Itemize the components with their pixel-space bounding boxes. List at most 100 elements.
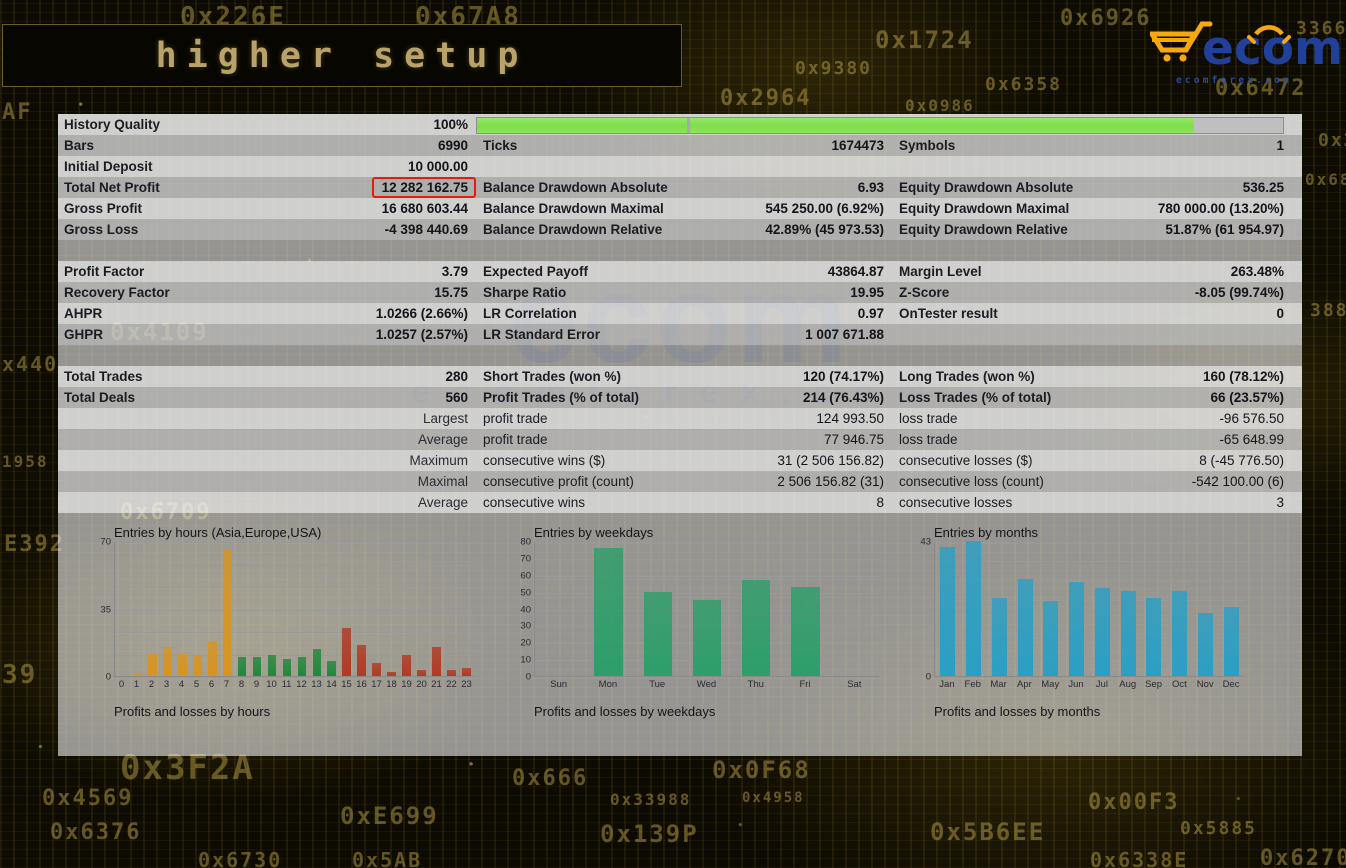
stats-cell-right: Long Trades (won %) 160 (78.12%) <box>892 369 1292 384</box>
stats-value: -65 648.99 <box>1219 432 1284 447</box>
stats-value: 16 680 603.44 <box>381 201 468 216</box>
chart-y-tick: 70 <box>100 536 111 548</box>
chart-x-tick: 18 <box>386 679 397 690</box>
banner-title: higher setup <box>155 35 529 76</box>
chart-gridline <box>935 561 1244 563</box>
chart-bar <box>1017 578 1033 676</box>
chart-bar-slot <box>309 542 324 676</box>
stats-label: consecutive losses ($) <box>899 453 1033 468</box>
stats-value: 560 <box>445 390 468 405</box>
stats-cell-right: Equity Drawdown Maximal 780 000.00 (13.20… <box>892 201 1292 216</box>
chart-bar-slot <box>145 542 160 676</box>
stats-value: 19.95 <box>850 285 884 300</box>
hex-decoration: 0x139P <box>600 820 699 848</box>
chart-x-tick: 15 <box>341 679 352 690</box>
stats-label: Total Trades <box>64 369 143 384</box>
chart-bar-slot <box>265 542 280 676</box>
stats-label: Long Trades (won %) <box>899 369 1035 384</box>
chart-bar-slot <box>444 542 459 676</box>
chart-x-tick: 2 <box>148 679 155 690</box>
chart-bar-slot <box>175 542 190 676</box>
chart-gridline <box>935 580 1244 582</box>
stats-cell-right: loss trade -65 648.99 <box>892 432 1292 447</box>
stats-cell-middle: consecutive profit (count) 2 506 156.82 (… <box>476 474 892 489</box>
stats-label: profit trade <box>483 411 548 426</box>
chart-bar <box>791 586 820 676</box>
chart-bar <box>447 670 456 676</box>
chart-bar <box>312 649 322 676</box>
stats-label: Equity Drawdown Absolute <box>899 180 1074 195</box>
hex-decoration: 0x6868 <box>1305 170 1346 189</box>
chart-gridline <box>115 654 474 656</box>
chart-bar-slot <box>459 542 474 676</box>
chart-bar-slot <box>399 542 414 676</box>
stats-cell-right: Margin Level 263.48% <box>892 264 1292 279</box>
chart-bar <box>417 670 426 676</box>
chart-bar-slot <box>1115 542 1141 676</box>
stats-row-label: Average <box>417 495 468 510</box>
hex-decoration: AF <box>2 100 33 125</box>
chart-bar <box>222 548 232 676</box>
hex-decoration: 39 <box>2 660 38 690</box>
chart-gridline <box>535 677 879 678</box>
chart-x-tick: 0 <box>118 679 125 690</box>
hex-decoration: 388 <box>1310 300 1346 321</box>
stats-cell-middle: LR Standard Error 1 007 671.88 <box>476 327 892 342</box>
chart-bar <box>966 541 982 676</box>
stats-label: Total Deals <box>64 390 136 405</box>
stats-value: 263.48% <box>1230 264 1284 279</box>
chart-x-tick: Sep <box>1145 679 1162 690</box>
stats-cell-right: Equity Drawdown Relative 51.87% (61 954.9… <box>892 222 1292 237</box>
stats-label: Gross Profit <box>64 201 143 216</box>
hex-decoration: 0x6376 <box>50 820 142 845</box>
stats-row: Maximal consecutive profit (count) 2 506 1… <box>58 471 1302 492</box>
stats-row: GHPR 1.0257 (2.57%) LR Standard Error 1 007… <box>58 324 1302 345</box>
chart-bars <box>535 542 879 676</box>
chart-title: Entries by weekdays <box>534 525 654 540</box>
chart-bar-slot <box>384 542 399 676</box>
stats-cell-middle: profit trade 124 993.50 <box>476 411 892 426</box>
hex-decoration: 0x4958 <box>742 790 805 806</box>
stats-cell-left: Maximal <box>58 474 476 489</box>
chart-weekdays: Entries by weekdays 0 10 20 30 40 50 60 70 80 Sun M… <box>482 525 882 719</box>
stats-value: 1.0266 (2.66%) <box>375 306 468 321</box>
chart-bar <box>1223 606 1239 676</box>
chart-bar-slot <box>429 542 444 676</box>
stats-value: 214 (76.43%) <box>802 390 884 405</box>
stats-cell-left: Initial Deposit 10 000.00 <box>58 159 476 174</box>
stats-value: 1 <box>1276 138 1284 153</box>
chart-gridline <box>115 587 474 588</box>
chart-x-tick: Jul <box>1095 679 1108 690</box>
chart-bar <box>462 668 471 676</box>
stats-value: 545 250.00 (6.92%) <box>765 201 884 216</box>
stats-cell-right: OnTester result 0 <box>892 306 1292 321</box>
chart-bar-slot <box>961 541 987 676</box>
chart-x-tick: Feb <box>964 679 981 690</box>
stats-label: LR Correlation <box>483 306 577 321</box>
chart-bar <box>1120 591 1136 676</box>
stats-label: consecutive wins ($) <box>483 453 606 468</box>
logo-tagline: ecomforex.com <box>1176 75 1292 86</box>
chart-bar <box>1197 613 1213 676</box>
chart-bar-slot <box>190 542 205 676</box>
stats-label: Margin Level <box>899 264 982 279</box>
chart-x-tick: 8 <box>238 679 245 690</box>
chart-bar-slot <box>633 542 682 676</box>
chart-x-tick: Wed <box>696 679 717 690</box>
chart-x-tick: 20 <box>416 679 427 690</box>
stats-label: Balance Drawdown Absolute <box>483 180 668 195</box>
chart-y-tick: 35 <box>100 604 111 615</box>
chart-bar <box>252 656 262 676</box>
stats-value: 15.75 <box>434 285 468 300</box>
chart-y-tick: 10 <box>520 654 531 666</box>
stats-value: 6.93 <box>857 180 884 195</box>
chart-bars <box>935 541 1244 676</box>
stats-label: consecutive profit (count) <box>483 474 634 489</box>
stats-cell-right: Loss Trades (% of total) 66 (23.57%) <box>892 390 1292 405</box>
hex-decoration: 0x2964 <box>720 86 812 111</box>
stats-row: Total Net Profit 12 282 162.75 Balance Dra… <box>58 177 1302 198</box>
hex-decoration: 0x5885 <box>1180 818 1258 839</box>
stats-label: Total Net Profit <box>64 180 160 195</box>
stats-value: 780 000.00 (13.20%) <box>1157 201 1284 216</box>
chart-bar <box>741 579 771 676</box>
